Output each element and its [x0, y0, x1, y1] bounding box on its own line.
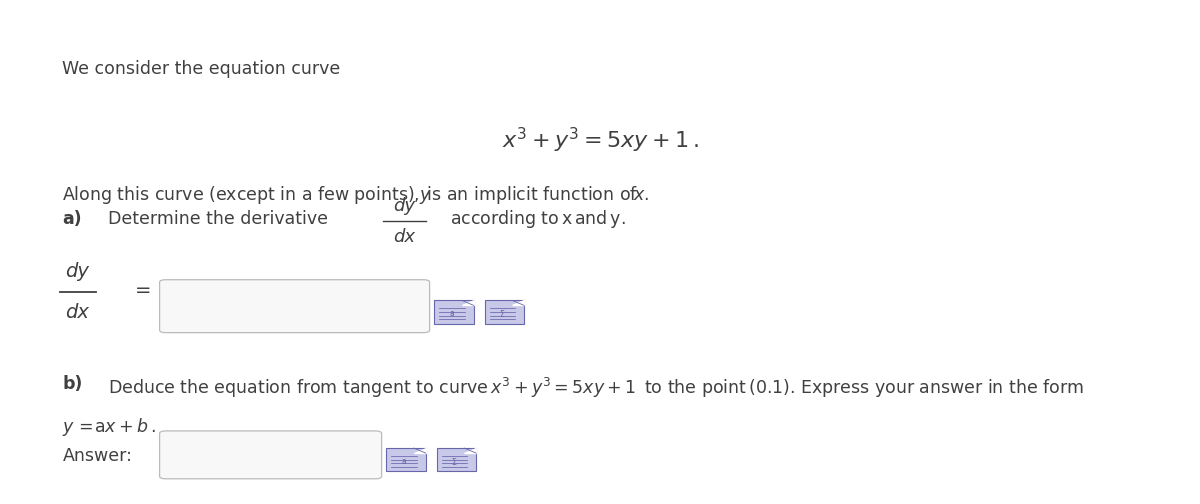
Text: a): a) — [62, 210, 82, 228]
Polygon shape — [462, 300, 474, 305]
Text: dy: dy — [65, 262, 89, 281]
FancyBboxPatch shape — [386, 448, 426, 471]
Text: dx: dx — [394, 228, 415, 246]
Text: We consider the equation curve: We consider the equation curve — [62, 60, 341, 79]
FancyBboxPatch shape — [160, 280, 430, 333]
FancyBboxPatch shape — [437, 448, 476, 471]
Text: $y\, =\!\mathrm{a}x + b\,$.: $y\, =\!\mathrm{a}x + b\,$. — [62, 416, 156, 438]
Text: $\Sigma$: $\Sigma$ — [499, 308, 505, 320]
FancyBboxPatch shape — [485, 300, 524, 324]
Text: Along this curve (except in a few points),$y\!$is an implicit function of$\!x$.: Along this curve (except in a few points… — [62, 184, 649, 206]
Text: $x^3 + y^3 = 5xy +1\,.$: $x^3 + y^3 = 5xy +1\,.$ — [502, 126, 698, 155]
Polygon shape — [512, 300, 524, 305]
Text: Deduce the equation from tangent to curve$\,x^3 + y^3 = 5xy +1\,$ to the point$\: Deduce the equation from tangent to curv… — [108, 375, 1084, 400]
Text: $\mathsf{a}$: $\mathsf{a}$ — [401, 457, 407, 466]
FancyBboxPatch shape — [434, 300, 474, 324]
Polygon shape — [464, 448, 476, 453]
Text: =: = — [134, 281, 151, 300]
Text: $\Sigma$: $\Sigma$ — [451, 456, 457, 467]
Text: dx: dx — [65, 303, 89, 322]
Text: according to$\,$x$\,$and$\,$y.: according to$\,$x$\,$and$\,$y. — [450, 208, 625, 230]
Text: dy: dy — [394, 197, 415, 215]
Text: Answer:: Answer: — [62, 447, 132, 465]
Polygon shape — [414, 448, 426, 453]
Text: $\mathsf{a}$: $\mathsf{a}$ — [449, 309, 455, 319]
FancyBboxPatch shape — [160, 431, 382, 479]
Text: Determine the derivative: Determine the derivative — [108, 210, 328, 228]
Text: b): b) — [62, 375, 83, 394]
